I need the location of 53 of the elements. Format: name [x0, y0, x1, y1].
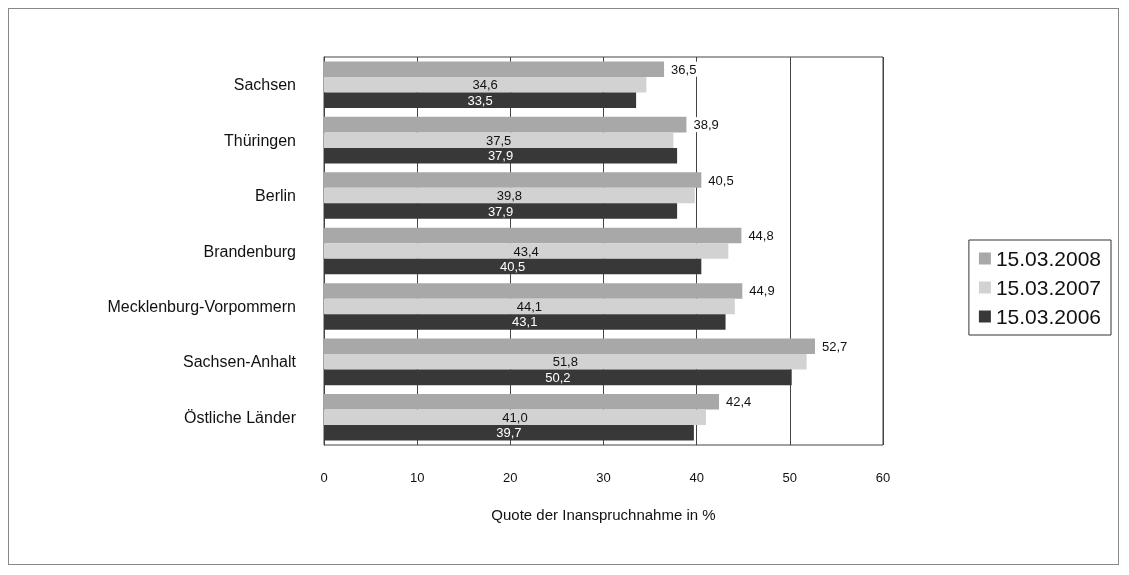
bar: [324, 132, 674, 148]
data-label: 42,4: [726, 394, 752, 410]
x-tick-label: 50: [782, 470, 798, 485]
x-tick-label: 30: [596, 470, 611, 485]
data-label: 44,1: [516, 298, 543, 314]
data-label: 38,9: [693, 117, 719, 133]
data-label: 34,6: [472, 77, 498, 93]
x-axis-title: Quote der Inanspruchnahme in %: [491, 506, 716, 523]
y-tick-label: Östliche Länder: [183, 408, 297, 426]
data-label: 43,4: [513, 243, 539, 259]
data-label: 43,1: [512, 314, 538, 330]
bar: [324, 116, 687, 133]
data-label: 44,8: [748, 227, 774, 243]
data-label: 36,5: [671, 61, 697, 77]
x-tick-label: 10: [409, 470, 425, 485]
data-label: 40,5: [500, 259, 526, 275]
x-tick-label: 60: [875, 470, 891, 485]
data-label: 51,8: [552, 354, 578, 370]
y-tick-label: Sachsen: [233, 76, 296, 94]
data-label: 37,5: [486, 132, 512, 148]
y-tick-label: Thüringen: [223, 131, 296, 149]
bar: [324, 354, 807, 370]
data-label: 52,7: [821, 338, 848, 354]
bar: [324, 243, 729, 259]
bar: [324, 394, 720, 410]
data-label: 39,8: [496, 188, 523, 204]
legend-label: 15.03.2006: [995, 305, 1102, 328]
bar: [324, 338, 815, 355]
y-tick-label: Brandenburg: [203, 242, 296, 260]
legend-label: 15.03.2008: [995, 247, 1102, 270]
bar: [324, 172, 702, 188]
legend-label: 15.03.2007: [995, 276, 1102, 299]
data-label: 37,9: [487, 203, 514, 219]
bar: [324, 283, 743, 299]
data-label: 40,5: [708, 172, 734, 188]
x-tick-label: 20: [503, 470, 518, 485]
x-tick-label: 40: [689, 470, 704, 485]
x-tick-label: 0: [320, 470, 328, 485]
data-label: 39,7: [496, 425, 522, 441]
bar: [324, 298, 735, 315]
bar: [324, 227, 742, 244]
bar: [324, 61, 665, 77]
y-tick-label: Sachsen-Anhalt: [183, 353, 297, 371]
data-label: 50,2: [545, 369, 571, 385]
bar: [324, 409, 706, 426]
data-label: 41,0: [502, 409, 528, 425]
data-label: 44,9: [749, 283, 775, 299]
y-tick-label: Berlin: [255, 187, 296, 205]
bar: [324, 187, 695, 204]
data-label: 33,5: [467, 92, 493, 108]
bar: [324, 76, 647, 93]
data-label: 37,9: [487, 148, 514, 164]
y-tick-label: Mecklenburg-Vorpommern: [107, 297, 296, 315]
